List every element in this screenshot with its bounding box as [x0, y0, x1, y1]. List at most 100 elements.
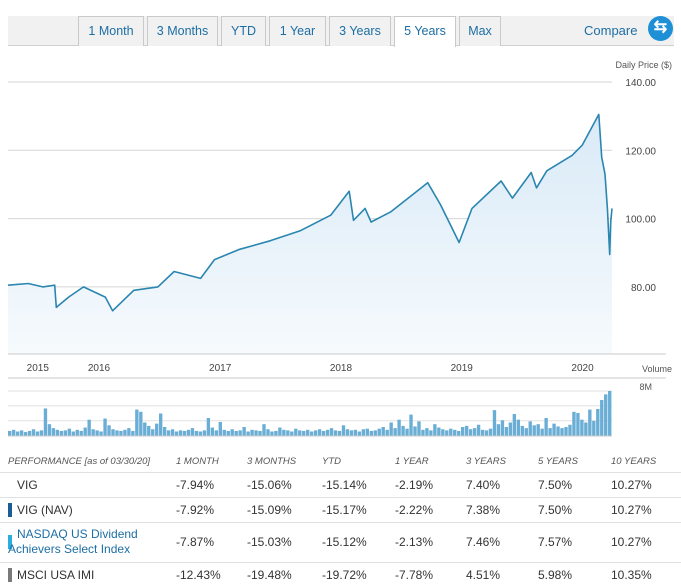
volume-bar	[488, 428, 493, 436]
volume-bar	[556, 426, 560, 436]
volume-bar	[457, 430, 461, 436]
tab-3-years[interactable]: 3 Years	[329, 16, 391, 46]
volume-bar	[67, 428, 71, 436]
volume-bar	[484, 430, 489, 437]
volume-bar	[425, 428, 429, 436]
volume-bar	[584, 422, 588, 436]
cell-value: -12.43%	[168, 561, 239, 587]
volume-bar	[333, 430, 338, 437]
cell-value: 10.27%	[603, 471, 681, 497]
volume-bar	[55, 429, 60, 436]
volume-bar	[580, 419, 584, 436]
volume-bar	[389, 422, 393, 436]
volume-bar	[492, 410, 497, 436]
volume-bar	[576, 412, 580, 436]
volume-bar	[59, 430, 64, 436]
volume-bar	[75, 429, 79, 436]
volume-bar	[83, 427, 87, 436]
volume-bar	[341, 425, 346, 436]
x-tick-label: 2018	[330, 363, 353, 374]
volume-bar	[544, 418, 548, 436]
volume-bar	[226, 430, 230, 436]
col-header-3-months: 3 MONTHS	[247, 456, 297, 468]
volume-bar	[306, 429, 310, 436]
volume-bar	[162, 427, 167, 436]
volume-bar	[568, 424, 572, 436]
volume-bar	[147, 425, 151, 437]
volume-bar	[206, 418, 211, 436]
x-tick-label: 2019	[451, 363, 474, 374]
col-header-1-year: 1 YEAR	[395, 456, 429, 468]
col-header-5-years: 5 YEARS	[538, 456, 578, 468]
volume-bar	[127, 428, 131, 436]
volume-bar	[413, 426, 417, 436]
price-area	[8, 114, 612, 355]
volume-bar	[254, 430, 258, 437]
volume-bar	[361, 429, 366, 436]
cell-value: -2.13%	[387, 521, 458, 562]
volume-bar	[278, 427, 282, 436]
volume-bar	[302, 430, 306, 436]
volume-bar	[441, 429, 445, 436]
volume-bar	[461, 427, 465, 436]
volume-bar	[592, 420, 596, 436]
volume-bar	[377, 428, 381, 436]
cell-value: 7.46%	[458, 521, 530, 562]
volume-bar	[186, 429, 191, 436]
cell-value: -7.87%	[168, 521, 239, 562]
y-axis-title: Daily Price ($)	[615, 60, 672, 70]
table-row: VIG -7.94% -15.06% -15.14% -2.19% 7.40% …	[0, 471, 681, 497]
tab-5-years[interactable]: 5 Years	[394, 16, 456, 47]
cell-value: -15.12%	[314, 521, 387, 562]
volume-bar	[528, 421, 532, 437]
volume-bar	[552, 423, 556, 437]
volume-bar	[560, 428, 564, 436]
volume-bar	[262, 424, 266, 436]
index-link[interactable]: NASDAQ US Dividend Achievers Select Index	[8, 527, 138, 556]
volume-bar	[365, 428, 369, 436]
volume-bar	[401, 425, 405, 437]
volume-bar	[115, 430, 119, 437]
tab-max[interactable]: Max	[459, 16, 501, 46]
cell-value: 7.57%	[530, 521, 603, 562]
volume-bar	[520, 425, 524, 437]
volume-bar	[230, 429, 234, 436]
volume-bar	[345, 429, 350, 436]
volume-bar	[508, 422, 513, 436]
volume-bar	[79, 430, 83, 436]
tab-1-month[interactable]: 1 Month	[78, 16, 144, 46]
series-swatch	[8, 535, 12, 549]
volume-bar	[214, 430, 218, 437]
tab-3-months[interactable]: 3 Months	[147, 16, 218, 46]
volume-bar	[91, 429, 95, 436]
volume-bar	[337, 430, 342, 436]
volume-bar	[600, 400, 604, 436]
performance-table: PERFORMANCE [as of 03/30/20] 1 MONTH 3 M…	[0, 452, 681, 587]
cell-value: -15.09%	[239, 496, 314, 522]
volume-bar	[63, 430, 67, 437]
volume-bar	[194, 430, 199, 436]
col-header-1-month: 1 MONTH	[176, 456, 219, 468]
volume-tick-label: 8M	[639, 382, 652, 392]
volume-bar	[421, 429, 425, 436]
row-name: VIG (NAV)	[0, 496, 168, 522]
volume-bar	[548, 428, 552, 436]
volume-bar	[8, 430, 12, 436]
cell-value: -15.17%	[314, 496, 387, 522]
volume-bar	[31, 429, 36, 436]
volume-bar	[500, 420, 505, 436]
volume-bar	[107, 425, 111, 436]
swap-arrows-icon[interactable]: ⇆	[648, 16, 673, 41]
compare-link[interactable]: Compare	[584, 23, 638, 38]
volume-bar	[608, 391, 612, 436]
tab-ytd[interactable]: YTD	[221, 16, 266, 46]
volume-bar	[15, 431, 20, 436]
volume-bar	[321, 430, 326, 436]
volume-bar	[381, 427, 385, 436]
volume-bar	[453, 429, 457, 436]
cell-value: -15.06%	[239, 471, 314, 497]
volume-bar	[246, 431, 250, 436]
cell-value: 7.50%	[530, 496, 603, 522]
tab-1-year[interactable]: 1 Year	[269, 16, 326, 46]
volume-bar	[349, 430, 354, 437]
